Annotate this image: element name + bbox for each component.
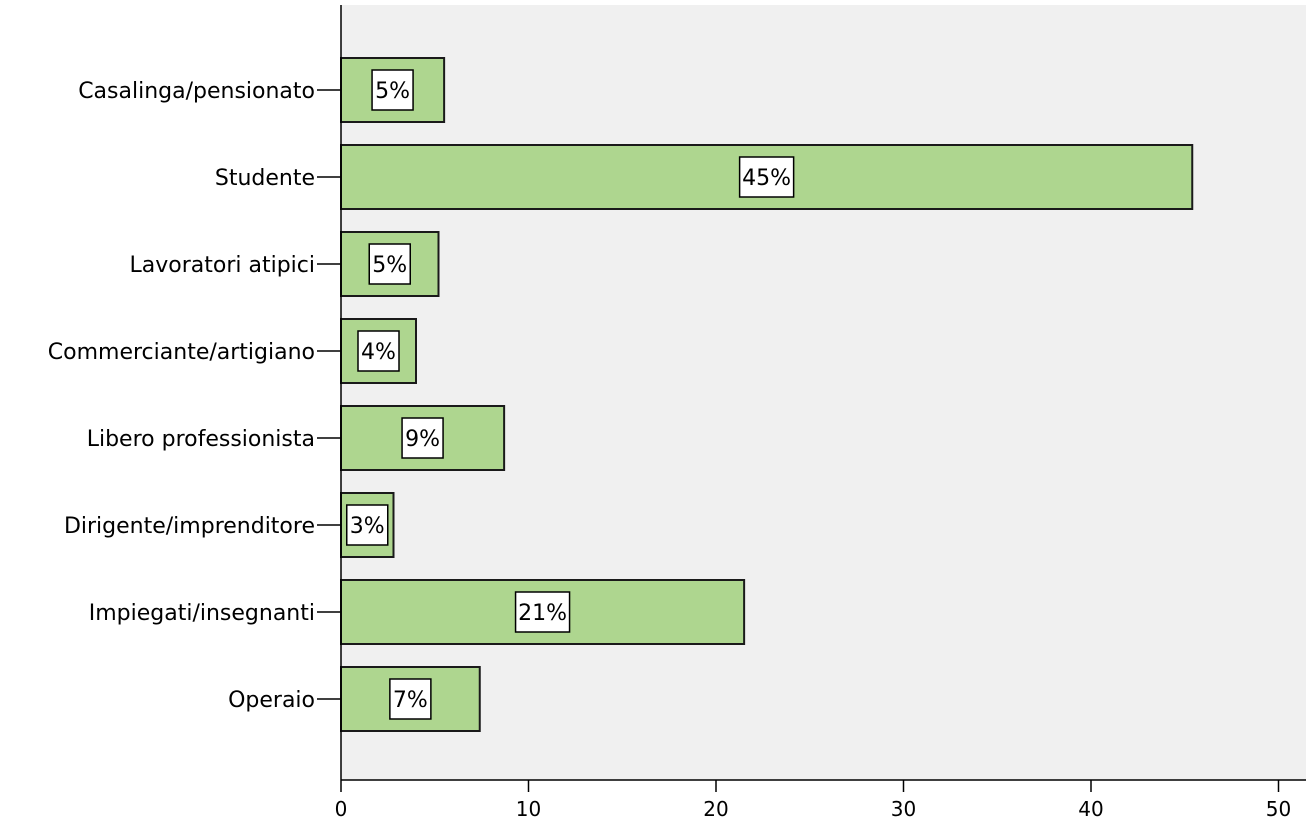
data-label-box [389, 678, 432, 720]
data-label: 4% [361, 340, 396, 365]
x-tick-label: 0 [335, 797, 348, 821]
plot-area [341, 5, 1306, 780]
data-label-box [368, 243, 411, 285]
x-tick-label: 30 [891, 797, 916, 821]
x-axis: 0 10 20 30 40 50 [335, 780, 1291, 821]
category-label: Commerciante/artigiano [48, 340, 315, 365]
data-label: 21% [518, 601, 567, 626]
data-label-box [371, 69, 414, 111]
data-label-box [357, 330, 400, 372]
data-label: 9% [405, 427, 440, 452]
x-tick-label: 50 [1266, 797, 1291, 821]
x-tick-label: 40 [1078, 797, 1103, 821]
category-label: Impiegati/insegnanti [89, 601, 315, 626]
data-label-box [401, 417, 444, 459]
category-label: Dirigente/imprenditore [64, 514, 315, 539]
data-label-box [514, 591, 571, 633]
data-label: 5% [375, 79, 410, 104]
data-label-box [346, 504, 389, 546]
data-label: 5% [372, 253, 407, 278]
data-label-box [738, 156, 795, 198]
data-label: 45% [742, 166, 791, 191]
bars-group: 5% 45% 5% 4% 9% 3% 21% 7% [340, 57, 1194, 732]
category-label: Lavoratori atipici [130, 253, 316, 278]
category-label: Operaio [228, 688, 315, 713]
category-label: Casalinga/pensionato [78, 79, 315, 104]
category-label: Studente [215, 166, 315, 191]
category-labels-group: Casalinga/pensionato Studente Lavoratori a… [48, 79, 341, 713]
category-label: Libero professionista [87, 427, 315, 452]
x-tick-label: 10 [516, 797, 541, 821]
data-label: 7% [393, 688, 428, 713]
data-label: 3% [350, 514, 385, 539]
x-tick-label: 20 [703, 797, 728, 821]
